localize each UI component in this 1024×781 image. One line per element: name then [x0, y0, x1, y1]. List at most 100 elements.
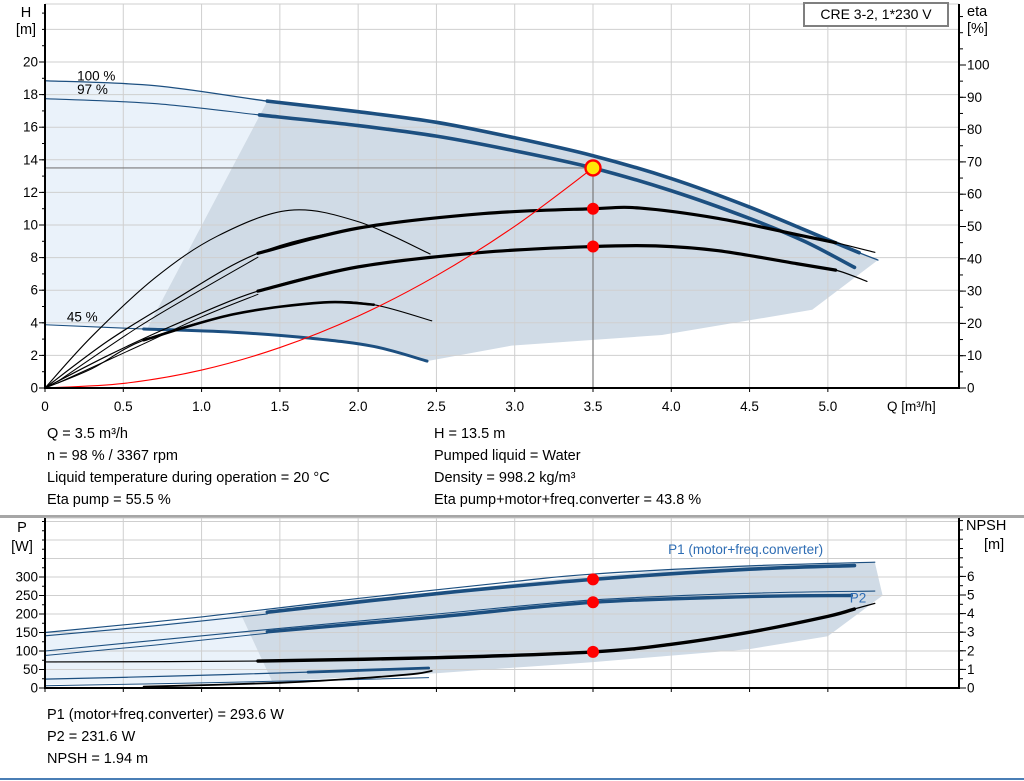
power-envelope-light: [45, 614, 272, 685]
svg-text:12: 12: [23, 185, 38, 200]
p2-45pct: [44, 677, 430, 687]
svg-text:90: 90: [967, 90, 982, 105]
axis-titles: H[m] eta[%]: [16, 4, 988, 38]
svg-text:50: 50: [967, 219, 982, 234]
p2-point: [586, 596, 599, 609]
footer-accent-line: [0, 778, 1024, 780]
reading-flow: Q = 3.5 m³/h: [47, 426, 128, 442]
label-speed-100: 100 %: [77, 68, 115, 83]
svg-text:5: 5: [967, 588, 975, 603]
reading-p1: P1 (motor+freq.converter) = 293.6 W: [47, 707, 284, 723]
svg-text:14: 14: [23, 152, 39, 167]
duty-point[interactable]: [584, 159, 602, 177]
svg-text:P: P: [17, 520, 27, 536]
reading-eta-total: Eta pump+motor+freq.converter = 43.8 %: [434, 492, 702, 508]
svg-text:1.5: 1.5: [270, 399, 289, 414]
system-curve: [44, 167, 594, 389]
svg-text:20: 20: [967, 316, 982, 331]
svg-text:1: 1: [967, 662, 975, 677]
p1-100pct: [44, 561, 876, 634]
svg-text:18: 18: [23, 87, 38, 102]
npsh-45pct: [142, 669, 433, 688]
npsh-selected: [256, 607, 857, 663]
svg-text:100: 100: [967, 58, 990, 73]
pump-model-badge: CRE 3-2, 1*230 V: [803, 2, 949, 27]
svg-text:300: 300: [15, 570, 38, 585]
svg-text:[W]: [W]: [11, 539, 33, 555]
svg-text:5.0: 5.0: [818, 399, 837, 414]
p1-97pct: [44, 613, 268, 637]
tick-marks: [39, 12, 966, 392]
svg-text:6: 6: [967, 569, 975, 584]
operating-envelope-light: [45, 80, 268, 330]
curve-100pct-selected: [265, 99, 861, 255]
power-readout: P1 (motor+freq.converter) = 293.6 W P2 =…: [47, 704, 284, 770]
label-p1: P1 (motor+freq.converter): [668, 542, 823, 557]
svg-text:70: 70: [967, 154, 982, 169]
svg-text:0: 0: [30, 681, 38, 696]
reading-pumped-liquid: Pumped liquid = Water: [434, 448, 581, 464]
svg-text:3.5: 3.5: [584, 399, 603, 414]
reading-eta-pump: Eta pump = 55.5 %: [47, 492, 171, 508]
svg-text:eta: eta: [967, 4, 988, 20]
svg-text:30: 30: [967, 284, 982, 299]
svg-text:100: 100: [15, 644, 38, 659]
p1-point: [586, 573, 599, 586]
p2-98pct-duty: [265, 593, 854, 634]
gridlines: [45, 517, 959, 688]
duty-readout-left: Q = 3.5 m³/h n = 98 % / 3367 rpm Liquid …: [47, 423, 330, 511]
reading-npsh: NPSH = 1.94 m: [47, 751, 149, 767]
eta-total-45pct-selected: [142, 300, 376, 342]
svg-text:0: 0: [30, 381, 38, 396]
duty-readout-right: H = 13.5 m Pumped liquid = Water Density…: [434, 423, 701, 511]
label-speed-97: 97 %: [77, 82, 108, 97]
reading-density: Density = 998.2 kg/m³: [434, 470, 576, 486]
svg-text:H: H: [21, 5, 31, 21]
power-npsh-chart: 0 50 100 150 200 250 300 0 1 2 3 4 5 6 P [W] NPSH [m] P1 (…: [11, 517, 1006, 696]
svg-text:[m]: [m]: [984, 537, 1004, 553]
operating-envelope-dark: [146, 101, 879, 362]
svg-text:[m]: [m]: [16, 22, 36, 38]
svg-text:150: 150: [15, 625, 38, 640]
p2-97pct: [44, 632, 268, 656]
svg-text:20: 20: [23, 55, 38, 70]
svg-text:0: 0: [967, 381, 975, 396]
npsh-point: [586, 645, 599, 658]
tick-marks: [39, 520, 966, 692]
svg-text:3.0: 3.0: [505, 399, 524, 414]
reading-p2: P2 = 231.6 W: [47, 729, 136, 745]
svg-text:80: 80: [967, 122, 982, 137]
axis-titles: P [W] NPSH [m]: [11, 518, 1006, 555]
svg-text:60: 60: [967, 187, 982, 202]
svg-text:8: 8: [30, 250, 38, 265]
svg-text:Q [m³/h]: Q [m³/h]: [887, 399, 936, 414]
eta-pump-point: [586, 202, 599, 215]
svg-text:4.5: 4.5: [740, 399, 759, 414]
label-speed-45: 45 %: [67, 310, 98, 325]
svg-text:6: 6: [30, 283, 38, 298]
svg-text:4: 4: [30, 315, 38, 330]
power-envelope-dark: [240, 562, 883, 682]
svg-text:3: 3: [967, 625, 975, 640]
svg-text:0.5: 0.5: [114, 399, 133, 414]
svg-text:[%]: [%]: [967, 21, 988, 37]
eta-total-point: [586, 240, 599, 253]
reading-speed: n = 98 % / 3367 rpm: [47, 448, 178, 464]
svg-text:50: 50: [23, 662, 38, 677]
svg-text:0: 0: [41, 399, 49, 414]
svg-text:40: 40: [967, 251, 982, 266]
svg-text:10: 10: [23, 218, 38, 233]
tick-labels: 0 2 4 6 8 10 12 14 16 18 20 0 10 20 30 40 50 60 70 80 90 100 0…: [23, 55, 990, 415]
svg-text:NPSH: NPSH: [966, 518, 1006, 534]
reading-liquid-temperature: Liquid temperature during operation = 20…: [47, 470, 330, 486]
svg-text:2.5: 2.5: [427, 399, 446, 414]
curve-97pct: [44, 98, 261, 116]
p1-45pct-selected: [306, 666, 430, 674]
svg-text:10: 10: [967, 348, 982, 363]
svg-text:2.0: 2.0: [349, 399, 368, 414]
p1-98pct-duty: [265, 563, 857, 614]
eta-45pct: [44, 209, 431, 389]
svg-text:4.0: 4.0: [662, 399, 681, 414]
tick-labels: 0 50 100 150 200 250 300 0 1 2 3 4 5 6: [15, 569, 975, 696]
reading-head: H = 13.5 m: [434, 426, 506, 442]
